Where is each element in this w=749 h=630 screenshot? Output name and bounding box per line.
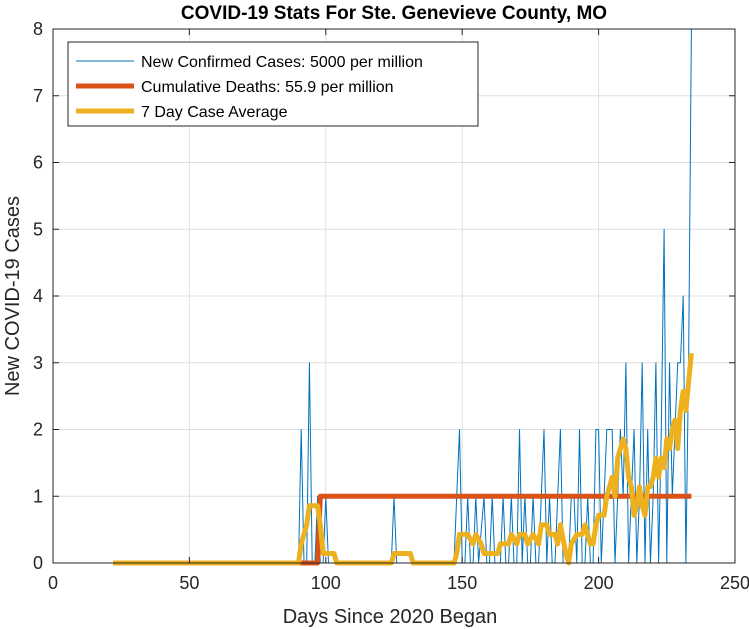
ticks — [52, 28, 736, 564]
legend-box — [67, 41, 479, 127]
legend: New Confirmed Cases: 5000 per million Cum… — [67, 41, 479, 127]
legend-label: 7 Day Case Average — [141, 104, 288, 121]
x-tick-label: 200 — [584, 573, 614, 593]
y-tick-label: 1 — [33, 486, 43, 506]
x-tick-label: 50 — [179, 573, 199, 593]
legend-label: New Confirmed Cases: 5000 per million — [141, 54, 423, 71]
legend-label: Cumulative Deaths: 55.9 per million — [141, 79, 394, 96]
y-tick-label: 0 — [33, 553, 43, 573]
y-tick-label: 3 — [33, 353, 43, 373]
y-tick-label: 6 — [33, 153, 43, 173]
chart-title: COVID-19 Stats For Ste. Genevieve County… — [181, 3, 607, 24]
y-tick-label: 2 — [33, 420, 43, 440]
x-tick-label: 150 — [447, 573, 477, 593]
x-axis-label: Days Since 2020 Began — [283, 606, 498, 628]
y-axis-label: New COVID-19 Cases — [2, 196, 24, 396]
x-tick-label: 100 — [311, 573, 341, 593]
x-tick-label: 250 — [720, 573, 749, 593]
y-tick-label: 4 — [33, 286, 43, 306]
y-tick-label: 8 — [33, 19, 43, 39]
tick-labels: 0 50 100 150 200 250 0 1 2 3 4 5 6 7 8 — [33, 19, 749, 593]
y-tick-label: 7 — [33, 86, 43, 106]
x-tick-label: 0 — [48, 573, 58, 593]
y-tick-label: 5 — [33, 219, 43, 239]
